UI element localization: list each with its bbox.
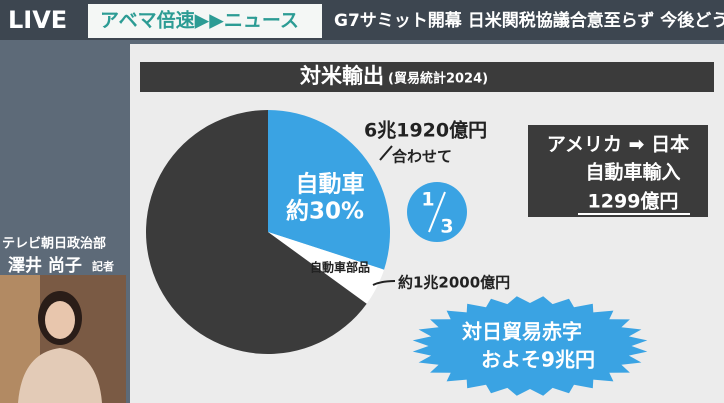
fraction-denominator: 3	[440, 216, 453, 238]
parts-amount: 約1兆2000億円	[398, 274, 510, 292]
slice-label: 自動車	[296, 171, 365, 198]
headline: G7サミット開幕 日米関税協議合意至らず 今後どうなる	[334, 10, 724, 31]
pie-slice	[145, 109, 367, 355]
pie-slice	[268, 110, 390, 270]
deficit-line: 対日貿易赤字	[461, 320, 582, 344]
pie-slice	[268, 232, 385, 304]
parts-label: 自動車部品	[310, 260, 370, 275]
import-line: アメリカ ➡ 日本	[547, 133, 689, 156]
panel-header	[140, 62, 714, 92]
total-amount: 6兆1920億円	[364, 119, 487, 142]
total-note: 合わせて	[391, 148, 452, 166]
deficit-line: およそ9兆円	[481, 348, 595, 372]
reporter-name: 澤井 尚子	[8, 255, 82, 276]
fraction-slash	[428, 191, 446, 233]
total-pointer	[379, 145, 393, 161]
reporter-org: テレビ朝日政治部	[2, 236, 106, 252]
brand: アベマ倍速▶▶ニュース	[100, 9, 299, 32]
import-box	[528, 125, 708, 217]
brand-box	[88, 4, 322, 38]
import-line: 自動車輸入	[585, 161, 680, 184]
live-label: LIVE	[8, 6, 67, 34]
slice-label: 約30%	[286, 198, 364, 225]
jacket	[18, 348, 102, 403]
panel-subtitle: (貿易統計2024)	[388, 71, 488, 87]
panel-title: 対米輸出	[300, 64, 384, 88]
fraction-numerator: 1	[421, 189, 434, 211]
import-line: 1299億円	[588, 190, 679, 213]
reporter-role: 記者	[92, 259, 114, 273]
pie-chart	[145, 109, 390, 355]
face	[45, 301, 75, 339]
deficit-badge	[412, 296, 648, 396]
parts-pointer	[372, 280, 396, 286]
